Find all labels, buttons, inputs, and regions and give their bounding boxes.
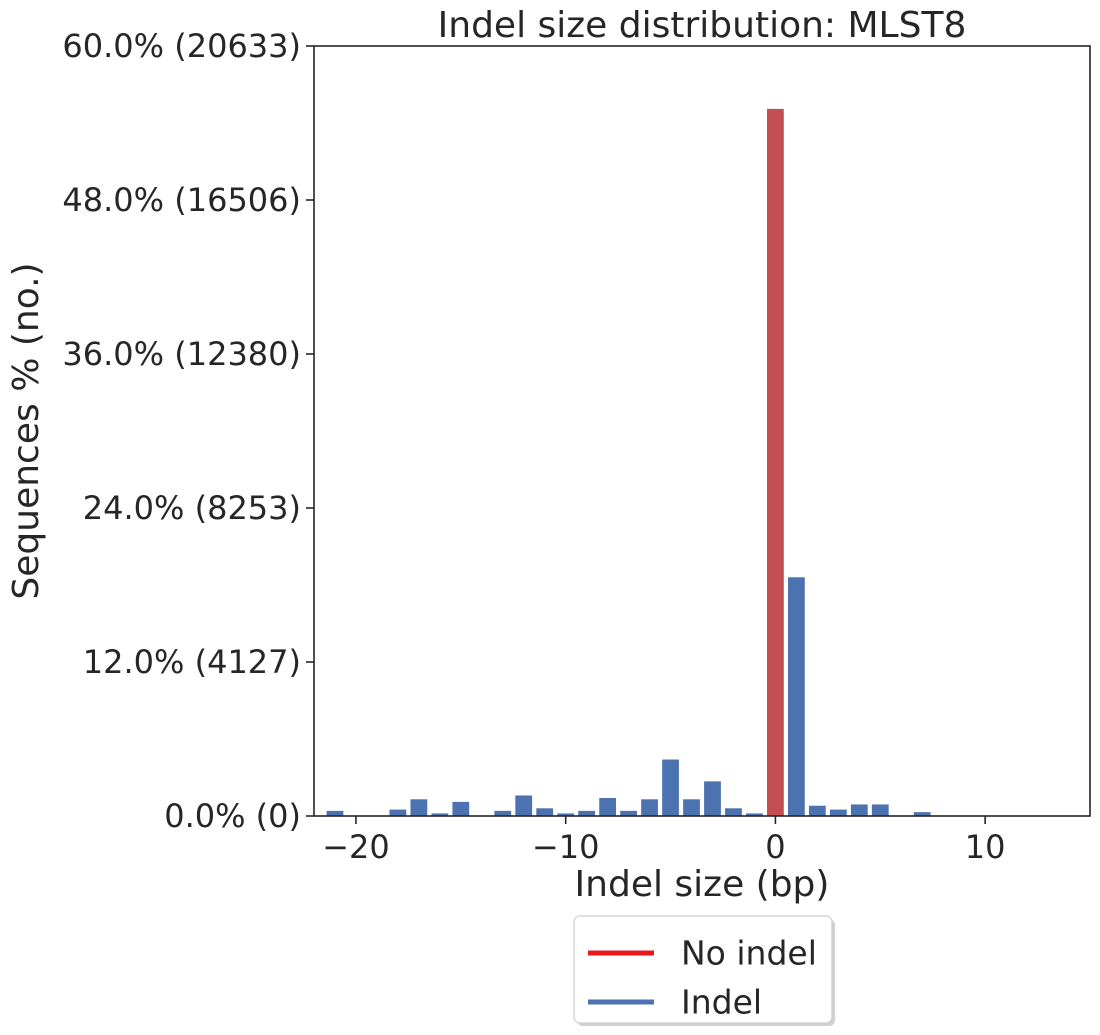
bar-indel-3 [829,809,847,816]
chart-title: Indel size distribution: MLST8 [438,5,967,46]
bar-indel--7 [620,810,637,816]
bar-indel--13 [494,810,512,816]
y-tick-label: 48.0% (16506) [62,181,301,219]
x-tick-label: −20 [322,828,390,866]
y-tick-label: 0.0% (0) [164,797,301,835]
bar-indel--17 [410,799,428,816]
bar-indel--1 [746,813,763,816]
plot-frame [313,45,1091,817]
y-tick-label: 36.0% (12380) [62,335,301,373]
bar-indel--10 [557,813,575,816]
bar-indel--16 [431,813,449,816]
bar-indel-5 [871,804,889,816]
axis-ticks: 0.0% (0) 12.0% (4127) 24.0% (8253) 36.0% (1… [62,27,1005,866]
bar-indel--3 [704,781,721,816]
bar-no-indel-0 [767,108,784,817]
bar-indel--6 [641,799,658,816]
x-tick-label: 0 [765,828,785,866]
bar-indel-7 [913,812,931,816]
bar-indel--12 [515,795,533,816]
legend-label-no-indel: No indel [681,934,817,973]
bar-indel--4 [683,799,700,816]
bar-indel--21 [326,810,344,816]
legend: No indel Indel [573,915,835,1026]
bar-indel--15 [452,801,470,816]
legend-label-indel: Indel [681,983,762,1022]
bar-indel--9 [578,810,596,816]
y-axis-label: Sequences % (no.) [6,262,47,599]
bar-indel-4 [850,804,868,816]
bar-indel-2 [808,805,826,816]
bar-indel--5 [662,759,679,816]
bar-indel-1 [787,577,805,816]
y-tick-label: 24.0% (8253) [83,489,301,527]
bar-indel--2 [725,808,742,816]
y-tick-label: 60.0% (20633) [62,27,301,65]
x-tick-label: 10 [965,828,1006,866]
x-axis-label: Indel size (bp) [575,864,830,905]
x-tick-label: −10 [532,828,600,866]
bar-indel--11 [536,808,554,816]
bar-indel--18 [389,809,407,816]
bar-indel--8 [599,798,617,816]
bars-group [326,108,931,817]
legend-box [573,915,833,1024]
y-tick-label: 12.0% (4127) [83,643,301,681]
